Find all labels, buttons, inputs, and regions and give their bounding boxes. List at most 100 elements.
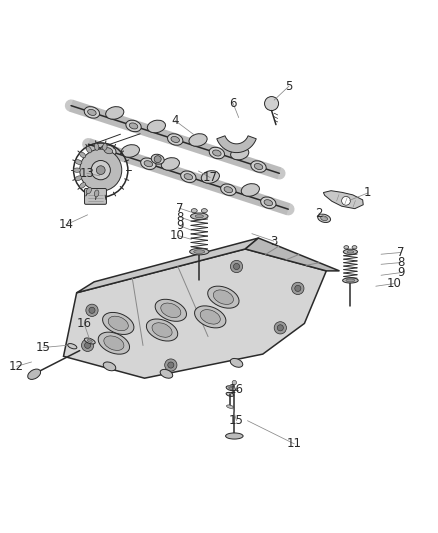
- Ellipse shape: [103, 362, 116, 371]
- Ellipse shape: [200, 310, 220, 324]
- Text: 6: 6: [229, 96, 237, 110]
- Text: 15: 15: [229, 414, 244, 427]
- Text: 9: 9: [176, 219, 184, 232]
- Circle shape: [85, 342, 91, 349]
- Ellipse shape: [98, 332, 130, 354]
- Polygon shape: [64, 249, 326, 378]
- Text: 17: 17: [203, 171, 218, 184]
- Ellipse shape: [184, 174, 193, 180]
- Polygon shape: [77, 238, 258, 293]
- Ellipse shape: [251, 161, 266, 172]
- Ellipse shape: [104, 148, 113, 154]
- Ellipse shape: [161, 158, 180, 170]
- Ellipse shape: [226, 433, 243, 439]
- Ellipse shape: [213, 290, 233, 304]
- Ellipse shape: [121, 144, 139, 157]
- Ellipse shape: [201, 208, 207, 213]
- Ellipse shape: [88, 109, 96, 116]
- Ellipse shape: [209, 147, 225, 159]
- Ellipse shape: [106, 107, 124, 119]
- Ellipse shape: [80, 182, 86, 188]
- Ellipse shape: [95, 143, 99, 150]
- Polygon shape: [217, 136, 256, 152]
- Ellipse shape: [101, 145, 116, 157]
- Ellipse shape: [102, 143, 107, 150]
- Text: 8: 8: [397, 256, 404, 269]
- Ellipse shape: [191, 208, 197, 213]
- Polygon shape: [245, 238, 339, 271]
- Text: 10: 10: [170, 229, 185, 242]
- Ellipse shape: [141, 158, 156, 169]
- Circle shape: [80, 149, 122, 191]
- Ellipse shape: [190, 248, 209, 255]
- Text: 15: 15: [35, 341, 50, 354]
- Circle shape: [342, 197, 350, 205]
- Ellipse shape: [201, 171, 219, 183]
- Ellipse shape: [226, 392, 234, 397]
- Text: 4: 4: [171, 114, 179, 127]
- Circle shape: [232, 381, 237, 385]
- Ellipse shape: [346, 279, 355, 282]
- Circle shape: [277, 325, 283, 331]
- Ellipse shape: [261, 197, 276, 208]
- Ellipse shape: [352, 246, 357, 249]
- Ellipse shape: [226, 386, 236, 391]
- Circle shape: [154, 156, 161, 163]
- Ellipse shape: [146, 319, 178, 341]
- Ellipse shape: [151, 154, 164, 164]
- Ellipse shape: [224, 187, 233, 193]
- Ellipse shape: [194, 306, 226, 328]
- Circle shape: [295, 285, 301, 292]
- Ellipse shape: [155, 300, 187, 321]
- Circle shape: [81, 339, 94, 351]
- Ellipse shape: [160, 369, 173, 378]
- Ellipse shape: [189, 134, 207, 146]
- Text: 14: 14: [58, 219, 73, 231]
- Ellipse shape: [152, 323, 172, 337]
- Circle shape: [89, 307, 95, 313]
- Text: 1: 1: [364, 187, 372, 199]
- Ellipse shape: [254, 164, 263, 169]
- Ellipse shape: [264, 200, 272, 206]
- Ellipse shape: [74, 168, 81, 172]
- Ellipse shape: [68, 344, 77, 349]
- Circle shape: [265, 96, 279, 110]
- Ellipse shape: [102, 312, 134, 334]
- Ellipse shape: [86, 188, 92, 194]
- Ellipse shape: [129, 123, 138, 129]
- Text: 9: 9: [397, 266, 405, 279]
- Ellipse shape: [208, 286, 239, 308]
- Ellipse shape: [126, 120, 141, 132]
- Ellipse shape: [80, 152, 86, 158]
- Circle shape: [233, 263, 240, 270]
- Ellipse shape: [95, 190, 99, 197]
- Circle shape: [96, 166, 105, 174]
- Text: 5: 5: [286, 79, 293, 93]
- Text: 8: 8: [176, 211, 183, 223]
- Ellipse shape: [321, 216, 328, 221]
- Ellipse shape: [343, 278, 358, 283]
- Ellipse shape: [212, 150, 221, 156]
- Text: 10: 10: [387, 277, 402, 290]
- Text: 11: 11: [287, 438, 302, 450]
- Ellipse shape: [75, 160, 82, 165]
- Ellipse shape: [167, 134, 183, 145]
- Ellipse shape: [221, 184, 236, 196]
- Ellipse shape: [344, 246, 349, 249]
- Circle shape: [292, 282, 304, 295]
- Ellipse shape: [195, 215, 203, 218]
- Circle shape: [91, 160, 110, 180]
- Ellipse shape: [230, 359, 243, 367]
- Text: 16: 16: [229, 383, 244, 395]
- Circle shape: [86, 304, 98, 317]
- Text: 7: 7: [397, 246, 405, 259]
- Ellipse shape: [75, 176, 82, 181]
- Circle shape: [168, 362, 174, 368]
- Ellipse shape: [144, 160, 152, 167]
- Circle shape: [165, 359, 177, 371]
- Text: 12: 12: [9, 360, 24, 373]
- Ellipse shape: [147, 120, 166, 133]
- Ellipse shape: [180, 171, 196, 182]
- Text: 7: 7: [176, 202, 184, 215]
- Ellipse shape: [241, 184, 259, 196]
